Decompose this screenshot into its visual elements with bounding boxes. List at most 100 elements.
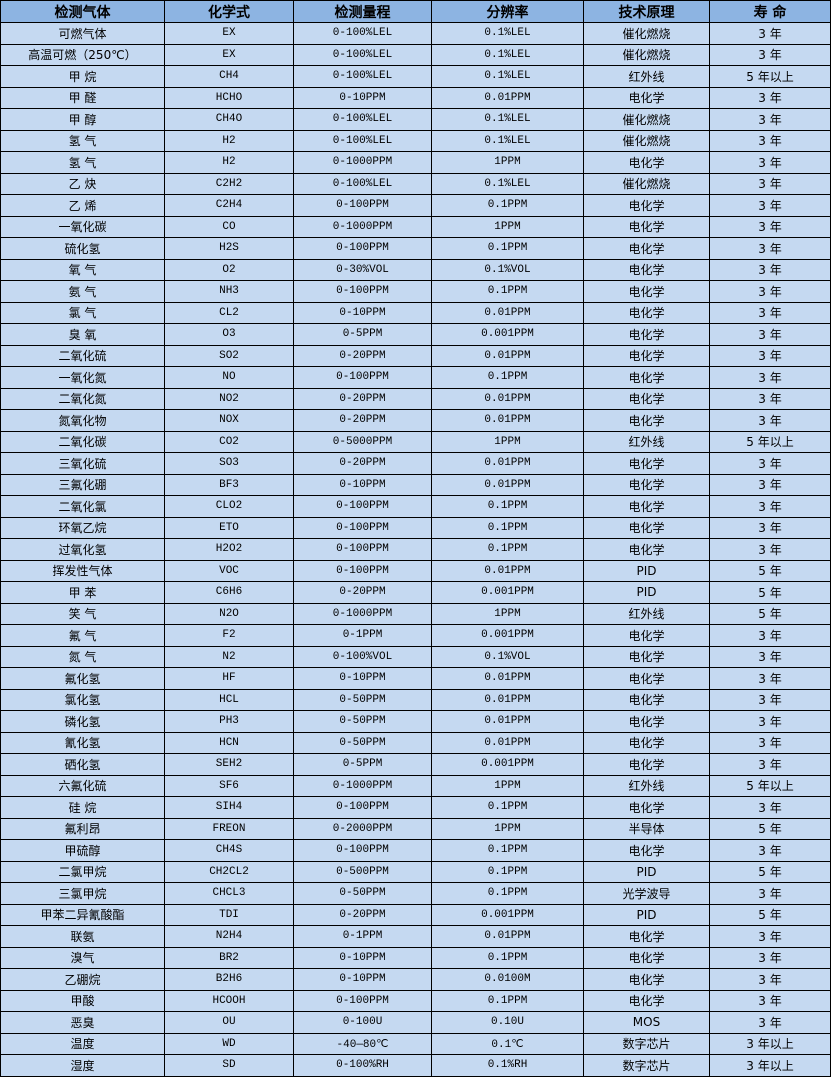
cell-technology: 电化学 (583, 409, 710, 432)
cell-detection-range: 0-20PPM (293, 344, 432, 367)
cell-resolution: 0.10U (431, 1011, 584, 1034)
cell-resolution: 0.1PPM (431, 989, 584, 1012)
header-detection-range: 检测量程 (293, 0, 432, 23)
cell-technology: PID (583, 559, 710, 582)
cell-detection-range: 0-1000PPM (293, 602, 432, 625)
cell-chemical-formula: SD (164, 1054, 294, 1077)
table-row: 甲酸 HCOOH 0-100PPM 0.1PPM 电化学 3 年 (0, 989, 831, 1012)
table-row: 氟利昂 FREON 0-2000PPM 1PPM 半导体 5 年 (0, 817, 831, 840)
cell-detection-range: 0-100PPM (293, 495, 432, 518)
cell-detection-range: 0-10PPM (293, 946, 432, 969)
cell-gas-name: 二氧化硫 (0, 344, 165, 367)
table-row: 二氧化氯 CLO2 0-100PPM 0.1PPM 电化学 3 年 (0, 495, 831, 518)
cell-technology: 催化燃烧 (583, 129, 710, 152)
table-row: 二氧化氮 NO2 0-20PPM 0.01PPM 电化学 3 年 (0, 387, 831, 410)
cell-lifespan: 3 年 (709, 946, 831, 969)
cell-resolution: 0.1PPM (431, 796, 584, 819)
cell-chemical-formula: NOX (164, 409, 294, 432)
cell-resolution: 0.1PPM (431, 366, 584, 389)
cell-resolution: 0.1PPM (431, 538, 584, 561)
table-row: 氢 气 H2 0-1000PPM 1PPM 电化学 3 年 (0, 151, 831, 174)
table-row: 可燃气体 EX 0-100%LEL 0.1%LEL 催化燃烧 3 年 (0, 22, 831, 45)
cell-lifespan: 5 年以上 (709, 65, 831, 88)
cell-technology: 电化学 (583, 215, 710, 238)
cell-technology: 电化学 (583, 688, 710, 711)
cell-technology: 催化燃烧 (583, 108, 710, 131)
cell-technology: 红外线 (583, 774, 710, 797)
cell-chemical-formula: H2S (164, 237, 294, 260)
cell-gas-name: 甲 烷 (0, 65, 165, 88)
cell-technology: 电化学 (583, 366, 710, 389)
cell-chemical-formula: SO2 (164, 344, 294, 367)
cell-technology: 电化学 (583, 946, 710, 969)
table-row: 三氧化硫 SO3 0-20PPM 0.01PPM 电化学 3 年 (0, 452, 831, 475)
header-chemical-formula: 化学式 (164, 0, 294, 23)
cell-lifespan: 3 年 (709, 753, 831, 776)
table-row: 磷化氢 PH3 0-50PPM 0.01PPM 电化学 3 年 (0, 710, 831, 733)
cell-technology: 红外线 (583, 65, 710, 88)
cell-lifespan: 3 年 (709, 151, 831, 174)
cell-resolution: 0.1PPM (431, 495, 584, 518)
table-row: 环氧乙烷 ETO 0-100PPM 0.1PPM 电化学 3 年 (0, 516, 831, 539)
cell-detection-range: 0-100PPM (293, 989, 432, 1012)
cell-gas-name: 氰化氢 (0, 731, 165, 754)
cell-detection-range: 0-100PPM (293, 538, 432, 561)
cell-technology: 电化学 (583, 925, 710, 948)
cell-detection-range: 0-5PPM (293, 323, 432, 346)
table-row: 氰化氢 HCN 0-50PPM 0.01PPM 电化学 3 年 (0, 731, 831, 754)
table-row: 湿度 SD 0-100%RH 0.1%RH 数字芯片 3 年以上 (0, 1054, 831, 1077)
table-row: 笑 气 N2O 0-1000PPM 1PPM 红外线 5 年 (0, 602, 831, 625)
table-row: 氢 气 H2 0-100%LEL 0.1%LEL 催化燃烧 3 年 (0, 129, 831, 152)
table-row: 挥发性气体 VOC 0-100PPM 0.01PPM PID 5 年 (0, 559, 831, 582)
table-row: 二氯甲烷 CH2CL2 0-500PPM 0.1PPM PID 5 年 (0, 860, 831, 883)
cell-detection-range: 0-10PPM (293, 301, 432, 324)
cell-gas-name: 乙硼烷 (0, 968, 165, 991)
cell-technology: 电化学 (583, 667, 710, 690)
cell-technology: 催化燃烧 (583, 22, 710, 45)
cell-resolution: 0.1PPM (431, 516, 584, 539)
cell-detection-range: 0-10PPM (293, 473, 432, 496)
cell-chemical-formula: CL2 (164, 301, 294, 324)
cell-gas-name: 笑 气 (0, 602, 165, 625)
cell-detection-range: 0-100PPM (293, 559, 432, 582)
table-row: 温度 WD -40—80℃ 0.1℃ 数字芯片 3 年以上 (0, 1032, 831, 1055)
cell-resolution: 1PPM (431, 151, 584, 174)
cell-detection-range: 0-500PPM (293, 860, 432, 883)
cell-gas-name: 氢 气 (0, 151, 165, 174)
cell-chemical-formula: F2 (164, 624, 294, 647)
cell-detection-range: 0-100%LEL (293, 172, 432, 195)
cell-detection-range: 0-10PPM (293, 86, 432, 109)
cell-lifespan: 3 年 (709, 301, 831, 324)
cell-detection-range: 0-100%LEL (293, 108, 432, 131)
cell-chemical-formula: CH4O (164, 108, 294, 131)
cell-technology: 电化学 (583, 538, 710, 561)
header-row: 检测气体 化学式 检测量程 分辨率 技术原理寿 命 (0, 0, 831, 23)
cell-lifespan: 3 年 (709, 43, 831, 66)
cell-lifespan: 3 年 (709, 237, 831, 260)
table-row: 二氧化硫 SO2 0-20PPM 0.01PPM 电化学 3 年 (0, 344, 831, 367)
cell-resolution: 0.01PPM (431, 387, 584, 410)
cell-detection-range: 0-100PPM (293, 796, 432, 819)
cell-technology: 数字芯片 (583, 1032, 710, 1055)
cell-chemical-formula: BR2 (164, 946, 294, 969)
cell-technology: 红外线 (583, 430, 710, 453)
cell-chemical-formula: CH2CL2 (164, 860, 294, 883)
table-row: 甲 苯 C6H6 0-20PPM 0.001PPM PID 5 年 (0, 581, 831, 604)
cell-technology: 电化学 (583, 731, 710, 754)
cell-lifespan: 3 年 (709, 258, 831, 281)
cell-chemical-formula: SO3 (164, 452, 294, 475)
cell-chemical-formula: CLO2 (164, 495, 294, 518)
cell-gas-name: 氮氧化物 (0, 409, 165, 432)
cell-resolution: 0.01PPM (431, 688, 584, 711)
cell-lifespan: 3 年 (709, 452, 831, 475)
cell-resolution: 0.1PPM (431, 280, 584, 303)
cell-gas-name: 过氧化氢 (0, 538, 165, 561)
cell-lifespan: 3 年 (709, 1011, 831, 1034)
cell-lifespan: 3 年 (709, 323, 831, 346)
cell-lifespan: 5 年以上 (709, 430, 831, 453)
cell-detection-range: 0-5000PPM (293, 430, 432, 453)
cell-resolution: 0.001PPM (431, 753, 584, 776)
cell-gas-name: 温度 (0, 1032, 165, 1055)
cell-gas-name: 三氯甲烷 (0, 882, 165, 905)
